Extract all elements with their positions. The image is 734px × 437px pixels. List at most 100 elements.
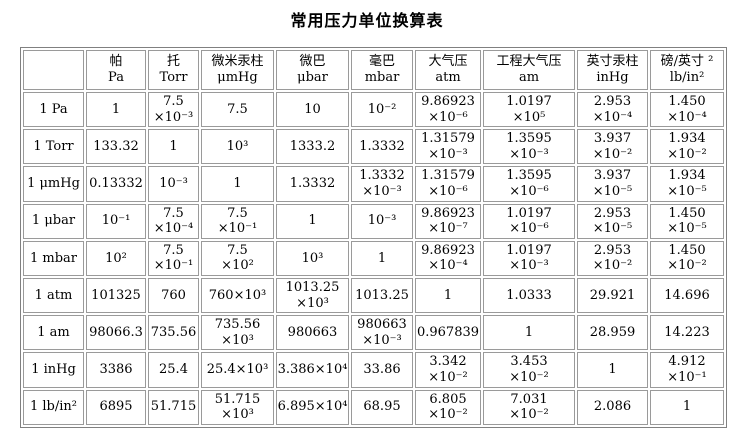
table-cell: 10⁻³ (148, 166, 199, 202)
table-cell: 3.937 ×10⁻² (577, 129, 648, 165)
table-cell: 98066.3 (86, 315, 146, 351)
table-cell: 1.3595 ×10⁻⁶ (483, 166, 575, 202)
table-cell: 1.0197 ×10⁵ (483, 92, 575, 128)
table-cell: 1.0333 (483, 277, 575, 314)
table-cell: 3.937 ×10⁻⁵ (577, 166, 648, 202)
table-cell: 1.934 ×10⁻² (650, 129, 724, 165)
table-body: 1 Pa 1 7.5 ×10⁻³ 7.5 10 10⁻² 9.86923 ×10⁻⁶ 1.01… (23, 92, 724, 425)
table-cell: 7.5 ×10² (201, 240, 274, 276)
table-cell: 980663 (276, 315, 349, 351)
row-header: 1 mbar (23, 240, 84, 276)
table-cell: 7.5 (201, 92, 274, 128)
table-cell: 2.953 ×10⁻⁴ (577, 92, 648, 128)
column-header: 大气压 atm (415, 50, 481, 90)
table-cell: 0.967839 (415, 315, 481, 351)
table-cell: 1 (276, 203, 349, 239)
table-cell: 25.4×10³ (201, 352, 274, 388)
table-cell: 3.453 ×10⁻² (483, 352, 575, 388)
row-header: 1 lb/in² (23, 389, 84, 425)
table-cell: 1.450 ×10⁻² (650, 240, 724, 276)
table-cell: 29.921 (577, 277, 648, 314)
table-cell: 1.450 ×10⁻⁴ (650, 92, 724, 128)
table-cell: 1.31579 ×10⁻⁶ (415, 166, 481, 202)
table-cell: 735.56 ×10³ (201, 315, 274, 351)
table-cell: 1.3332 (276, 166, 349, 202)
column-header: 托 Torr (148, 50, 199, 90)
table-row: 1 μmHg 0.13332 10⁻³ 1 1.3332 1.3332 ×10⁻³ 1.31… (23, 166, 724, 202)
table-cell: 4.912 ×10⁻¹ (650, 352, 724, 388)
table-cell: 1013.25 ×10³ (276, 277, 349, 314)
table-cell: 1333.2 (276, 129, 349, 165)
table-row: 1 atm 101325 760 760×10³ 1013.25 ×10³ 1013.25… (23, 277, 724, 314)
table-cell: 1 (86, 92, 146, 128)
table-row: 1 Torr 133.32 1 10³ 1333.2 1.3332 1.31579 ×10⁻… (23, 129, 724, 165)
row-header: 1 atm (23, 277, 84, 314)
table-cell: 1.0197 ×10⁻⁶ (483, 203, 575, 239)
corner-cell (23, 50, 84, 90)
table-cell: 10² (86, 240, 146, 276)
table-row: 1 inHg 3386 25.4 25.4×10³ 3.386×10⁴ 33.86 3.34… (23, 352, 724, 388)
table-cell: 0.13332 (86, 166, 146, 202)
table-cell: 9.86923 ×10⁻⁶ (415, 92, 481, 128)
table-cell: 1 (577, 352, 648, 388)
column-header: 微巴 μbar (276, 50, 349, 90)
page-title: 常用压力单位换算表 (290, 11, 444, 30)
column-header: 帕 Pa (86, 50, 146, 90)
table-cell: 7.5 ×10⁻³ (148, 92, 199, 128)
pressure-conversion-table: 帕 Pa 托 Torr 微米汞柱 μmHg 微巴 μbar 毫巴 mbar 大气压 atm… (20, 47, 727, 428)
row-header: 1 inHg (23, 352, 84, 388)
row-header: 1 Pa (23, 92, 84, 128)
table-cell: 10³ (276, 240, 349, 276)
table-cell: 1.3332 ×10⁻³ (351, 166, 413, 202)
table-cell: 2.086 (577, 389, 648, 425)
page: 常用压力单位换算表 帕 Pa 托 Torr 微米汞柱 μmHg 微巴 μbar 毫巴 m… (20, 11, 727, 428)
table-cell: 760 (148, 277, 199, 314)
table-cell: 7.5 ×10⁻¹ (148, 240, 199, 276)
table-cell: 7.5 ×10⁻¹ (201, 203, 274, 239)
table-cell: 3.342 ×10⁻² (415, 352, 481, 388)
table-cell: 760×10³ (201, 277, 274, 314)
table-cell: 3.386×10⁴ (276, 352, 349, 388)
table-row: 1 am 98066.3 735.56 735.56 ×10³ 980663 980663… (23, 315, 724, 351)
table-cell: 1 (201, 166, 274, 202)
table-cell: 6.805 ×10⁻² (415, 389, 481, 425)
column-header: 磅/英寸 ² lb/in² (650, 50, 724, 90)
table-cell: 1.3332 (351, 129, 413, 165)
row-header: 1 μbar (23, 203, 84, 239)
table-cell: 1 (650, 389, 724, 425)
table-cell: 980663 ×10⁻³ (351, 315, 413, 351)
row-header: 1 μmHg (23, 166, 84, 202)
table-cell: 1 (415, 277, 481, 314)
table-row: 1 lb/in² 6895 51.715 51.715 ×10³ 6.895×10⁴ 68… (23, 389, 724, 425)
table-cell: 2.953 ×10⁻² (577, 240, 648, 276)
table-row: 1 Pa 1 7.5 ×10⁻³ 7.5 10 10⁻² 9.86923 ×10⁻⁶ 1.01… (23, 92, 724, 128)
table-cell: 1.934 ×10⁻⁵ (650, 166, 724, 202)
column-header: 英寸汞柱 inHg (577, 50, 648, 90)
table-row: 1 mbar 10² 7.5 ×10⁻¹ 7.5 ×10² 10³ 1 9.86923 ×1… (23, 240, 724, 276)
table-cell: 10⁻² (351, 92, 413, 128)
table-cell: 10⁻³ (351, 203, 413, 239)
row-header: 1 Torr (23, 129, 84, 165)
table-cell: 6.895×10⁴ (276, 389, 349, 425)
table-cell: 51.715 (148, 389, 199, 425)
table-cell: 10³ (201, 129, 274, 165)
table-cell: 1.450 ×10⁻⁵ (650, 203, 724, 239)
table-cell: 9.86923 ×10⁻⁴ (415, 240, 481, 276)
column-header: 毫巴 mbar (351, 50, 413, 90)
table-cell: 6895 (86, 389, 146, 425)
table-cell: 10 (276, 92, 349, 128)
row-header: 1 am (23, 315, 84, 351)
table-cell: 1.31579 ×10⁻³ (415, 129, 481, 165)
table-cell: 1 (483, 315, 575, 351)
table-cell: 1 (351, 240, 413, 276)
table-cell: 14.223 (650, 315, 724, 351)
table-cell: 33.86 (351, 352, 413, 388)
table-cell: 735.56 (148, 315, 199, 351)
table-row: 1 μbar 10⁻¹ 7.5 ×10⁻⁴ 7.5 ×10⁻¹ 1 10⁻³ 9.86923… (23, 203, 724, 239)
table-cell: 1 (148, 129, 199, 165)
table-cell: 133.32 (86, 129, 146, 165)
table-cell: 3386 (86, 352, 146, 388)
table-cell: 7.5 ×10⁻⁴ (148, 203, 199, 239)
table-cell: 7.031 ×10⁻² (483, 389, 575, 425)
table-cell: 1013.25 (351, 277, 413, 314)
